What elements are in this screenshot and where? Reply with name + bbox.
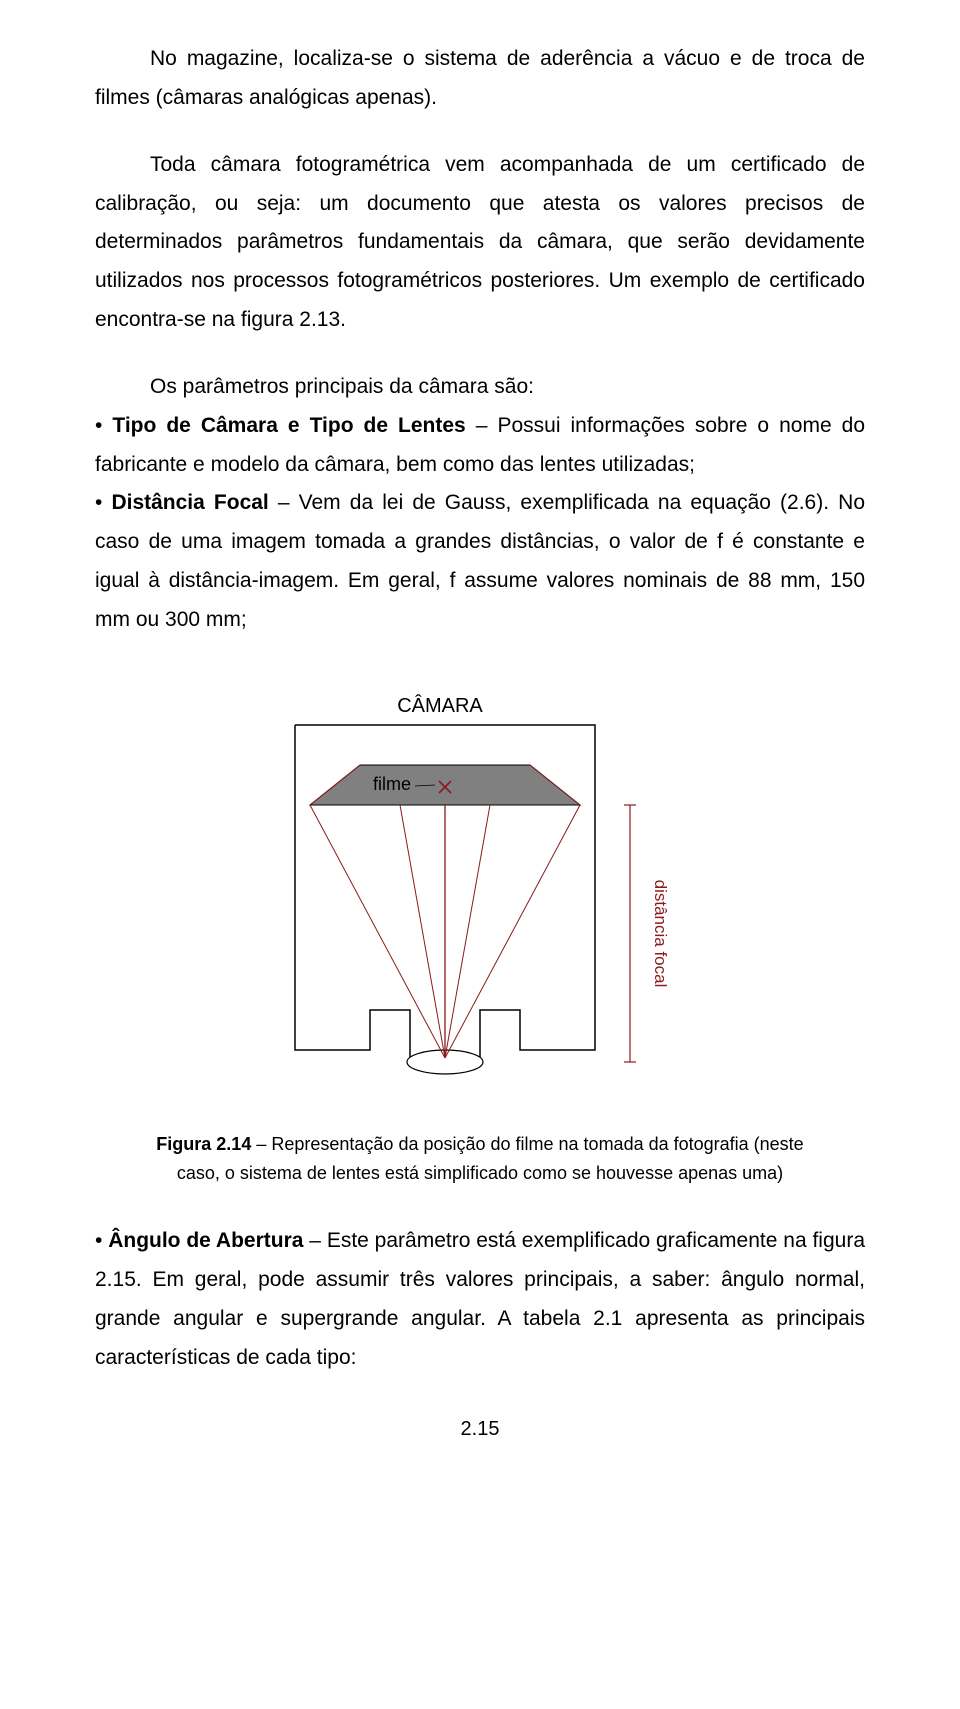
- paragraph-1: No magazine, localiza-se o sistema de ad…: [95, 40, 865, 118]
- bullet-1-label: Tipo de Câmara e Tipo de Lentes: [112, 414, 465, 437]
- bullet-3-label: Ângulo de Abertura: [108, 1229, 303, 1252]
- caption-text: – Representação da posição do filme na t…: [177, 1134, 804, 1183]
- figure-caption: Figura 2.14 – Representação da posição d…: [135, 1130, 825, 1188]
- bullet-2: • Distância Focal – Vem da lei de Gauss,…: [95, 484, 865, 639]
- page-number: 2.15: [95, 1418, 865, 1441]
- bullet-1: • Tipo de Câmara e Tipo de Lentes – Poss…: [95, 407, 865, 485]
- bullet-2-label: Distância Focal: [111, 491, 268, 514]
- figure-2-14: CÂMARA filme distância focal: [95, 690, 865, 1100]
- bullet-3: • Ângulo de Abertura – Este parâmetro es…: [95, 1222, 865, 1377]
- camera-diagram: CÂMARA filme distância focal: [265, 690, 695, 1100]
- paragraph-3-intro: Os parâmetros principais da câmara são:: [95, 368, 865, 407]
- caption-label: Figura 2.14: [156, 1134, 251, 1154]
- svg-text:CÂMARA: CÂMARA: [397, 694, 483, 717]
- svg-text:distância focal: distância focal: [651, 879, 670, 987]
- svg-text:filme: filme: [373, 774, 411, 794]
- paragraph-2: Toda câmara fotogramétrica vem acompanha…: [95, 146, 865, 340]
